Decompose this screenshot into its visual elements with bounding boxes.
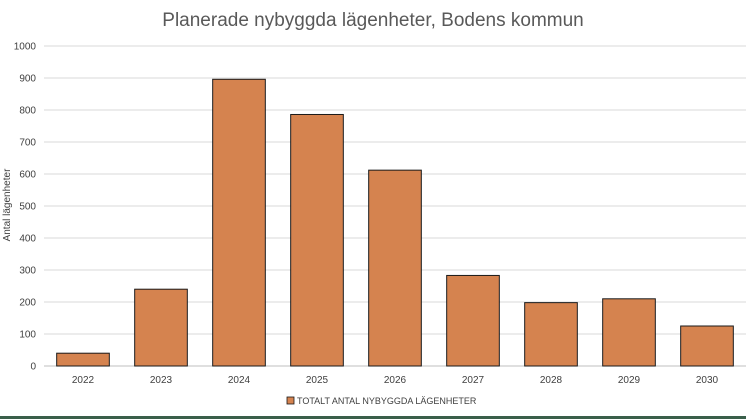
y-tick-label: 600 [19,170,36,181]
y-tick-label: 900 [19,74,36,85]
bar-2028 [524,302,578,367]
y-tick-label: 500 [19,202,36,213]
x-tick-label: 2028 [540,375,563,386]
y-tick-label: 100 [19,330,36,341]
bottom-border [0,416,746,419]
x-tick-label: 2023 [150,375,173,386]
x-tick-label: 2027 [462,375,485,386]
bar-2026 [368,169,422,367]
bar-2025 [290,113,344,367]
y-tick-label: 300 [19,266,36,277]
y-tick-label: 200 [19,298,36,309]
chart-title: Planerade nybyggda lägenheter, Bodens ko… [162,10,583,31]
bar-2030 [680,325,734,367]
x-axis-ticks: 2022 2023 2024 2025 2026 2027 2028 2029 2030 [72,375,719,386]
y-tick-label: 400 [19,234,36,245]
y-tick-label: 800 [19,106,36,117]
bar-2029 [602,298,656,367]
y-tick-label: 0 [30,362,36,373]
y-axis-label: Antal lägenheter [2,168,13,242]
bar-2022 [56,352,110,367]
legend-label: TOTALT ANTAL NYBYGGDA LÄGENHETER [297,396,477,406]
x-tick-label: 2026 [384,375,407,386]
legend-swatch [286,396,295,405]
x-tick-label: 2024 [228,375,251,386]
y-tick-label: 1000 [14,42,37,53]
y-tick-label: 700 [19,138,36,149]
x-tick-label: 2029 [618,375,641,386]
x-tick-label: 2030 [696,375,719,386]
x-tick-label: 2025 [306,375,329,386]
y-axis-ticks: 0 100 200 300 400 500 600 700 800 900 1000 [14,42,37,373]
legend: TOTALT ANTAL NYBYGGDA LÄGENHETER [286,396,477,406]
bar-2024 [212,78,266,367]
bars [56,78,734,367]
bar-2023 [134,288,188,367]
bar-2027 [446,274,500,367]
x-tick-label: 2022 [72,375,95,386]
